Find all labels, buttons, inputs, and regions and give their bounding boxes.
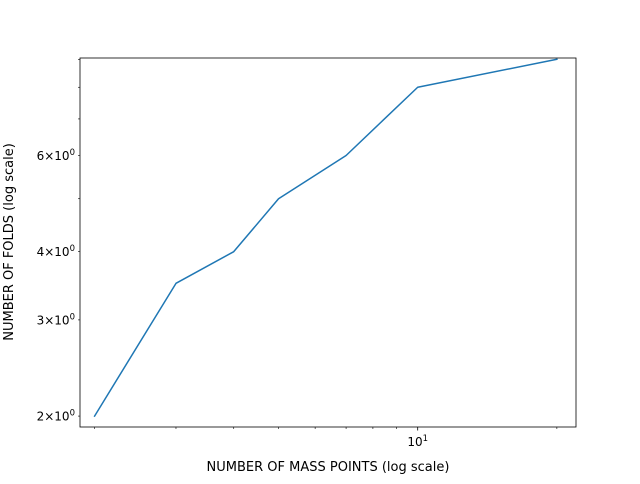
y-tick-label: 2×100 bbox=[37, 409, 75, 424]
series-line-0 bbox=[93, 58, 558, 418]
x-tick-label: 101 bbox=[407, 434, 428, 449]
plot-layer bbox=[93, 58, 558, 418]
y-tick-label: 6×100 bbox=[37, 148, 75, 163]
y-tick-label: 3×100 bbox=[37, 312, 75, 327]
x-axis-label: NUMBER OF MASS POINTS (log scale) bbox=[207, 460, 450, 475]
x-axis-ticks: 101 bbox=[94, 427, 558, 449]
y-axis-label: NUMBER OF FOLDS (log scale) bbox=[2, 143, 17, 341]
plot-frame bbox=[79, 57, 577, 428]
y-axis-ticks: 2×100 3×100 4×100 6×100 bbox=[37, 59, 80, 424]
y-tick-label: 4×100 bbox=[37, 244, 75, 259]
